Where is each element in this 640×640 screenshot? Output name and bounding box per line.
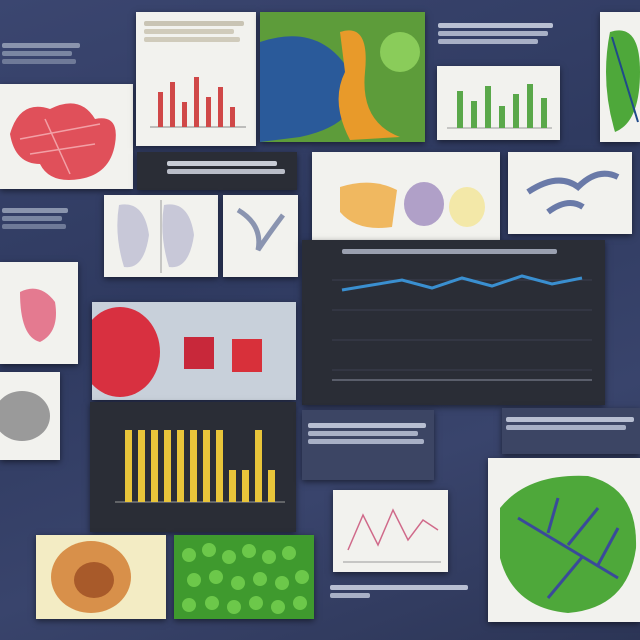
right-caption-band [502, 408, 640, 454]
organ-illustration-4 [508, 152, 632, 234]
line-series [341, 274, 583, 292]
blue-orange-micrograph [260, 12, 425, 142]
green-leaf-illustration [600, 12, 640, 142]
yellow-bar-chart [90, 402, 296, 532]
text-block-bottom-center [330, 582, 470, 601]
organ-illustration-1 [104, 195, 218, 277]
text-block-left [2, 205, 72, 232]
orange-tissue-illustration [36, 535, 166, 619]
blue-line-chart [302, 240, 605, 405]
green-bar-chart-document [437, 66, 560, 140]
dark-caption-band [137, 152, 297, 190]
green-cell-mosaic [174, 535, 314, 619]
organ-illustration-3 [312, 152, 500, 240]
grey-specimen-illustration [0, 372, 60, 460]
pink-organ-illustration [0, 262, 78, 364]
red-tissue-micrograph [92, 302, 296, 400]
center-caption-band [302, 410, 434, 480]
organ-illustration-2 [223, 195, 298, 277]
red-bar-chart-document [136, 12, 256, 146]
heart-tissue-illustration [0, 84, 133, 189]
text-block-top-left [2, 40, 82, 67]
pink-line-chart [333, 490, 448, 572]
heart-shape [10, 103, 116, 180]
green-leaf-venation [488, 458, 640, 622]
text-block-top-right [438, 20, 558, 47]
